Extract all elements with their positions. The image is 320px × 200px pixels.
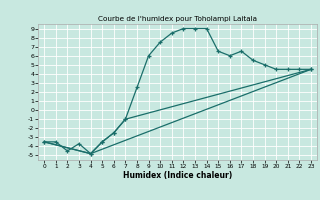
- X-axis label: Humidex (Indice chaleur): Humidex (Indice chaleur): [123, 171, 232, 180]
- Title: Courbe de l'humidex pour Toholampi Laitala: Courbe de l'humidex pour Toholampi Laita…: [98, 16, 257, 22]
